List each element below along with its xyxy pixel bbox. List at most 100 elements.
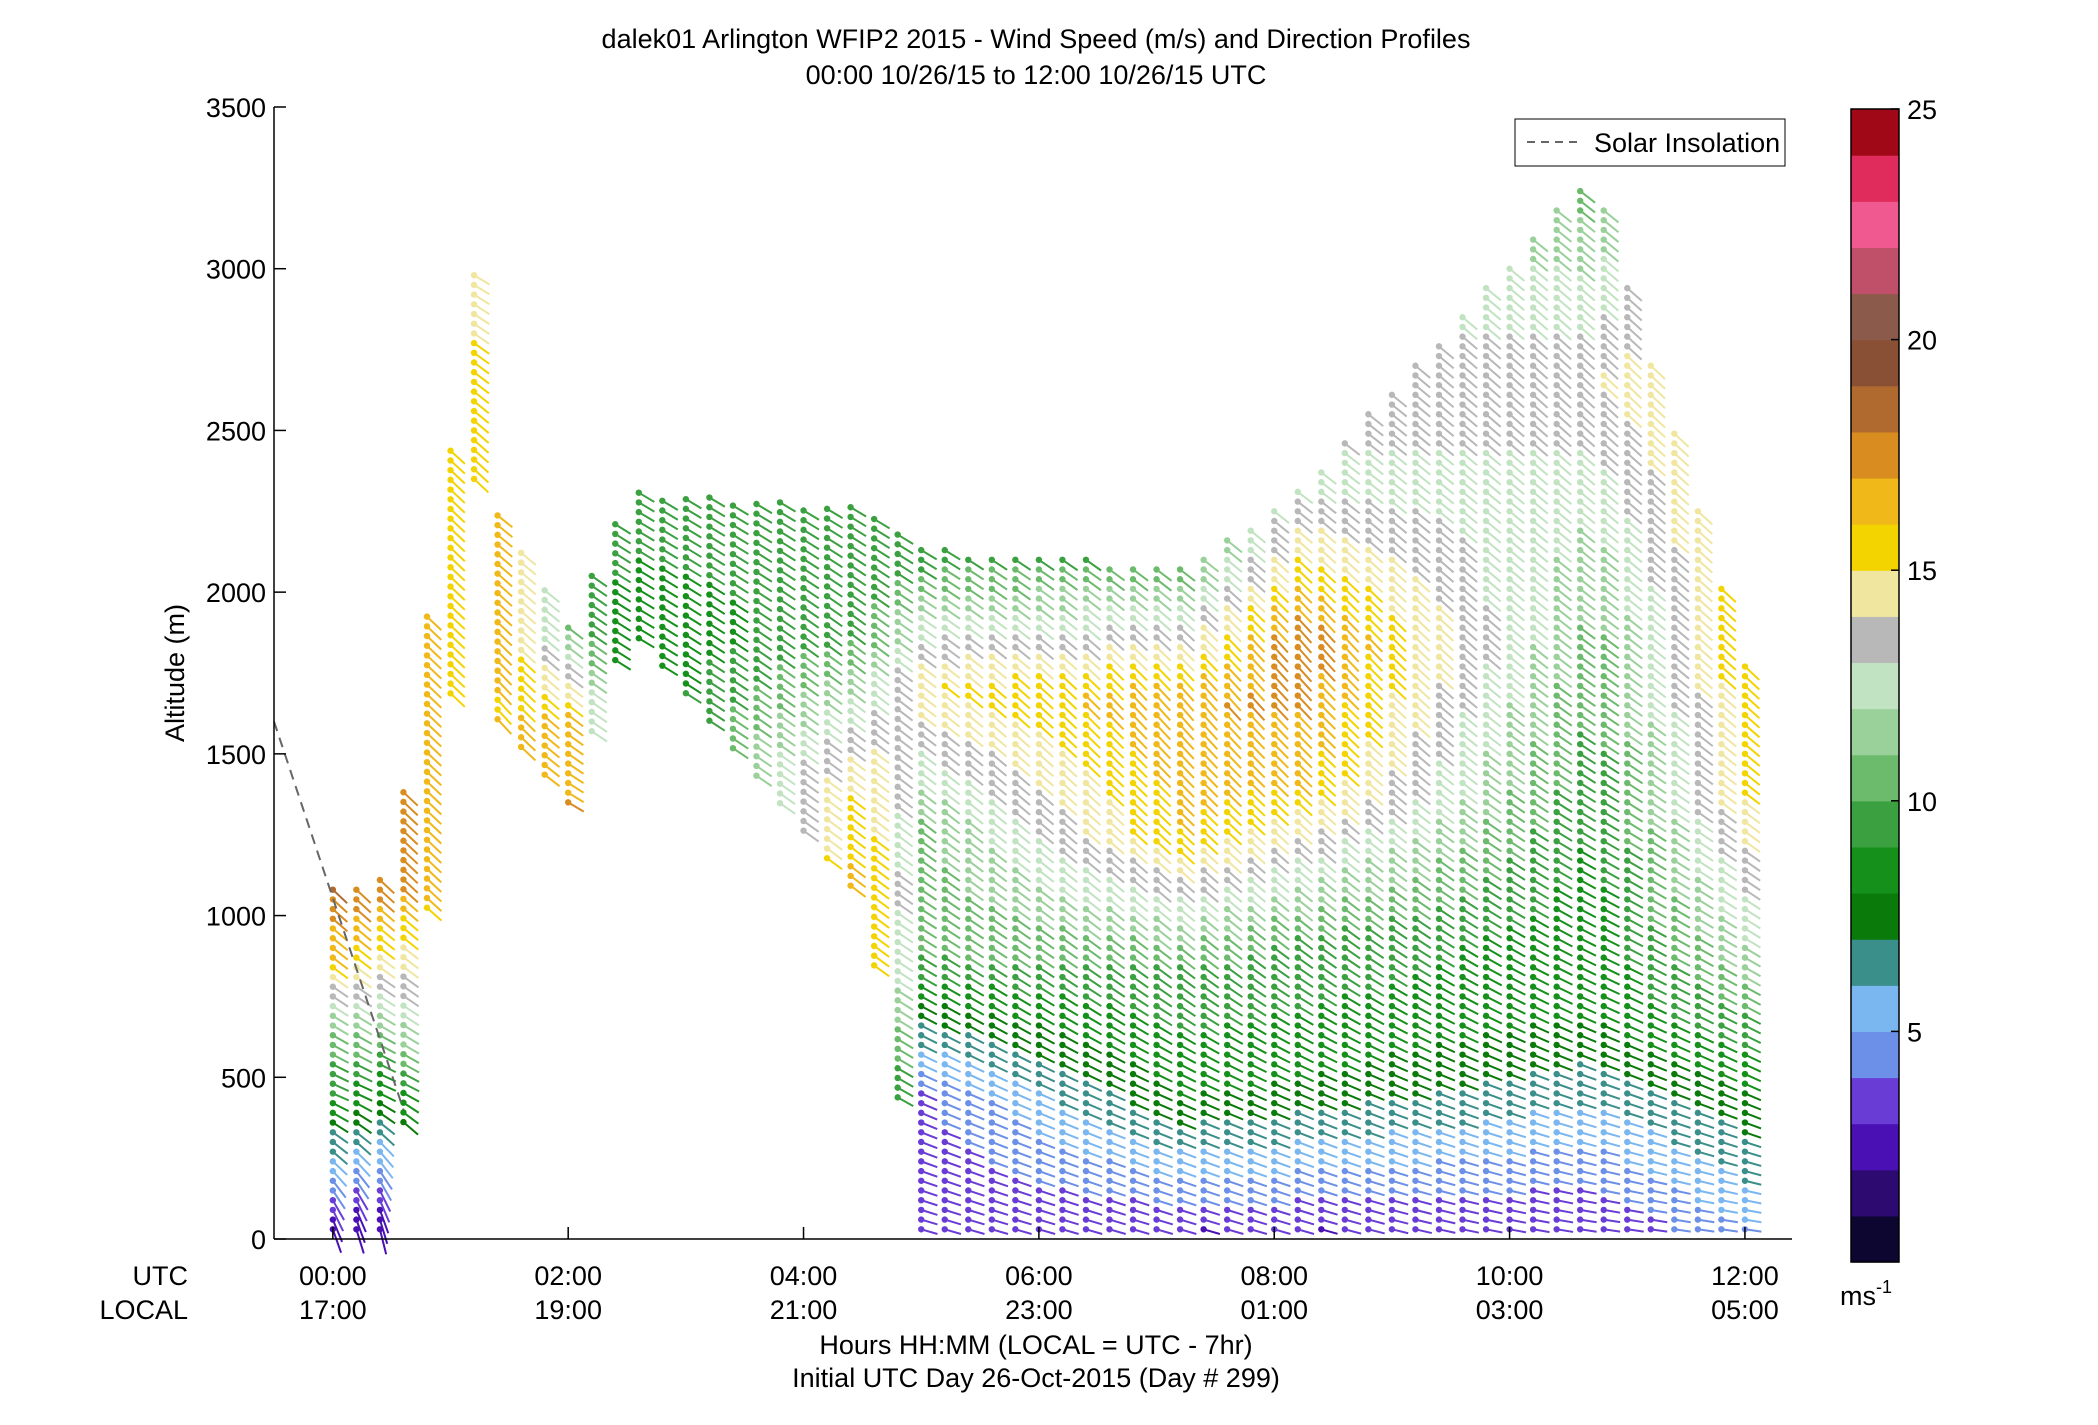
- wind-barb: [1297, 646, 1313, 664]
- wind-barb-dot: [541, 761, 548, 769]
- wind-barb-dot: [918, 1032, 925, 1039]
- wind-barb-dot: [1271, 964, 1278, 971]
- wind-barb-dot: [1082, 692, 1090, 699]
- wind-barb-dot: [1365, 1002, 1372, 1010]
- wind-barb-dot: [1318, 799, 1325, 806]
- wind-barb: [1320, 597, 1337, 614]
- wind-barb: [1085, 782, 1102, 797]
- wind-barb-dot: [1106, 1070, 1113, 1078]
- wind-barb-dot: [918, 1012, 925, 1020]
- wind-barb-dot: [1035, 1061, 1043, 1068]
- wind-barb: [1344, 743, 1360, 759]
- wind-barb-dot: [1341, 566, 1349, 573]
- wind-barb-dot: [1012, 702, 1019, 709]
- wind-barb: [520, 717, 537, 733]
- wind-barb-dot: [1082, 818, 1090, 825]
- wind-barb: [1155, 840, 1172, 856]
- wind-barb-dot: [1318, 740, 1325, 748]
- wind-barb-dot: [1223, 779, 1231, 787]
- wind-barb-dot: [1388, 498, 1396, 505]
- wind-barb-dot: [941, 1216, 948, 1223]
- wind-barb-dot: [941, 828, 948, 835]
- wind-barb: [1061, 704, 1078, 720]
- wind-barb-dot: [1200, 1129, 1207, 1136]
- wind-barb-dot: [1059, 556, 1066, 563]
- wind-barb-dot: [1129, 1177, 1137, 1184]
- wind-barb-dot: [800, 740, 807, 747]
- wind-barb-dot: [329, 1080, 337, 1087]
- wind-barb-dot: [612, 540, 619, 547]
- wind-barb-dot: [1106, 1002, 1113, 1010]
- wind-barb-dot: [988, 682, 996, 690]
- wind-barb-dot: [1341, 760, 1349, 767]
- wind-barb-dot: [1388, 828, 1396, 835]
- wind-barb-dot: [470, 398, 478, 405]
- wind-barb-dot: [1012, 954, 1019, 961]
- wind-barb-dot: [776, 712, 784, 720]
- wind-barb-dot: [1271, 915, 1278, 923]
- wind-barb-dot: [1200, 750, 1207, 758]
- wind-barb-dot: [988, 585, 996, 593]
- wind-barb-dot: [329, 1196, 337, 1204]
- wind-barb-dot: [1341, 1061, 1349, 1068]
- wind-barb-dot: [1129, 896, 1137, 903]
- wind-barb-dot: [870, 884, 878, 891]
- wind-barb-dot: [1223, 595, 1231, 602]
- wind-barb-dot: [423, 807, 431, 814]
- wind-barb-dot: [1012, 1109, 1019, 1117]
- wind-barb-dot: [1271, 1070, 1278, 1078]
- wind-barb-dot: [1271, 896, 1278, 903]
- wind-barb-dot: [1082, 721, 1090, 728]
- wind-barb-dot: [1271, 1167, 1278, 1175]
- wind-barb-dot: [1012, 731, 1019, 738]
- wind-barb: [1085, 675, 1101, 691]
- wind-barb-dot: [729, 696, 737, 703]
- wind-barb-dot: [1412, 614, 1419, 622]
- wind-barb: [1320, 617, 1336, 634]
- wind-barb-dot: [541, 655, 548, 662]
- wind-barb-dot: [870, 525, 878, 532]
- wind-barb-dot: [1459, 770, 1466, 777]
- wind-barb: [1414, 539, 1431, 554]
- wind-barb-dot: [965, 789, 972, 796]
- wind-barb-dot: [1129, 1129, 1137, 1136]
- wind-barb-dot: [494, 521, 501, 529]
- wind-barb-dot: [1012, 1061, 1019, 1068]
- wind-barb-dot: [635, 499, 642, 506]
- wind-barb-dot: [1365, 1206, 1372, 1214]
- wind-barb-dot: [1271, 508, 1278, 515]
- wind-barb-dot: [1129, 964, 1137, 971]
- wind-barb-dot: [1035, 1167, 1043, 1175]
- wind-barb-dot: [1059, 1129, 1066, 1136]
- wind-barb-dot: [941, 576, 948, 583]
- wind-barb-dot: [870, 632, 878, 639]
- wind-barb-dot: [1247, 546, 1254, 554]
- wind-barb-dot: [1294, 779, 1301, 787]
- wind-barb-dot: [1341, 663, 1349, 670]
- wind-barb-dot: [1271, 624, 1278, 631]
- wind-barb: [1061, 782, 1078, 797]
- wind-barb-dot: [1459, 1041, 1466, 1049]
- wind-barb-dot: [1106, 1177, 1113, 1184]
- wind-barb-dot: [1035, 993, 1043, 1000]
- wind-barb-dot: [800, 730, 807, 737]
- wind-barb-dot: [1012, 1090, 1019, 1097]
- wind-barb: [1414, 578, 1431, 593]
- wind-barb-dot: [682, 563, 690, 571]
- wind-barb-dot: [1247, 935, 1254, 942]
- wind-barb-dot: [1059, 896, 1066, 903]
- wind-barb-dot: [1318, 1206, 1325, 1214]
- wind-barb-dot: [988, 1002, 996, 1010]
- wind-barb-dot: [1365, 527, 1372, 534]
- wind-barb-dot: [1012, 1226, 1019, 1233]
- wind-barb-dot: [1035, 1187, 1043, 1194]
- wind-barb-dot: [1129, 837, 1137, 845]
- wind-barb-dot: [494, 657, 501, 665]
- wind-barb-dot: [894, 841, 901, 849]
- wind-barb-dot: [823, 767, 831, 775]
- wind-barb: [1155, 656, 1172, 672]
- wind-barb-dot: [1294, 905, 1301, 913]
- wind-barb: [1273, 850, 1290, 865]
- wind-barb: [1132, 704, 1148, 721]
- wind-barb: [1179, 840, 1196, 856]
